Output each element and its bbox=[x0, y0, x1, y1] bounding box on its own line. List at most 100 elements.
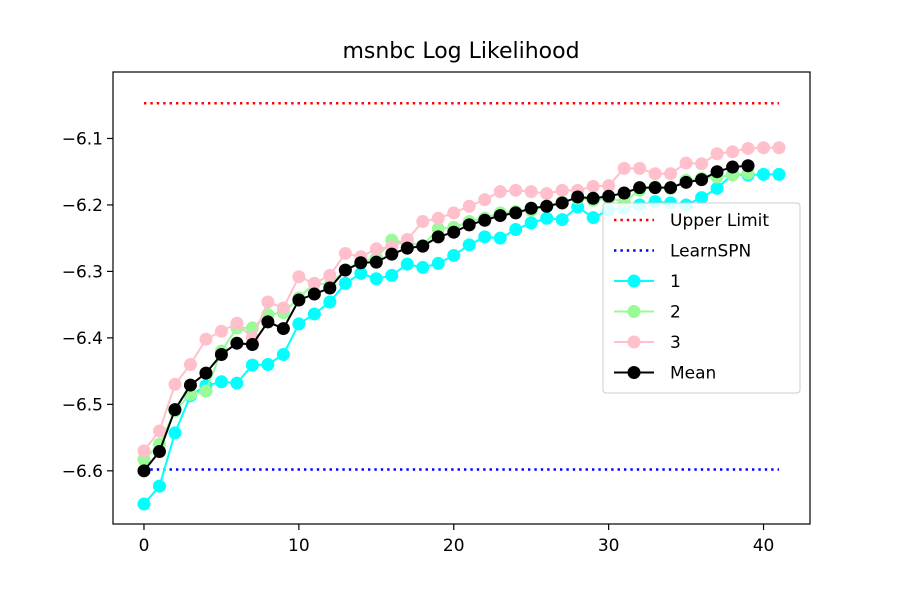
data-point bbox=[757, 167, 771, 181]
data-point bbox=[152, 424, 166, 438]
data-point bbox=[168, 403, 182, 417]
data-point bbox=[586, 211, 600, 225]
data-point bbox=[555, 213, 569, 227]
data-point bbox=[431, 211, 445, 225]
y-tick-label: −6.6 bbox=[62, 462, 103, 482]
x-axis: 0 10 20 30 40 bbox=[139, 524, 774, 556]
data-point bbox=[183, 357, 197, 371]
data-point bbox=[695, 191, 709, 205]
data-point bbox=[261, 295, 275, 309]
legend-marker bbox=[627, 335, 641, 349]
data-point bbox=[137, 497, 151, 511]
data-point bbox=[369, 255, 383, 269]
data-point bbox=[199, 366, 213, 380]
data-point bbox=[741, 159, 755, 173]
data-point bbox=[354, 266, 368, 280]
data-point bbox=[183, 378, 197, 392]
data-point bbox=[230, 316, 244, 330]
data-point bbox=[695, 157, 709, 171]
data-point bbox=[323, 281, 337, 295]
data-point bbox=[292, 270, 306, 284]
data-point bbox=[338, 276, 352, 290]
data-point bbox=[493, 185, 507, 199]
data-point bbox=[726, 160, 740, 174]
data-point bbox=[230, 336, 244, 350]
data-point bbox=[354, 256, 368, 270]
data-point bbox=[199, 384, 213, 398]
data-point bbox=[710, 181, 724, 195]
legend: Upper Limit LearnSPN 1 2 3 Mean bbox=[602, 202, 801, 394]
data-point bbox=[338, 263, 352, 277]
y-tick-label: −6.5 bbox=[62, 395, 103, 415]
data-point bbox=[385, 247, 399, 261]
x-tick-label: 0 bbox=[139, 536, 150, 556]
legend-marker bbox=[627, 366, 641, 379]
legend-item-mean: Mean bbox=[614, 364, 716, 384]
data-point bbox=[710, 147, 724, 161]
data-point bbox=[493, 231, 507, 245]
data-point bbox=[462, 218, 476, 232]
data-point bbox=[555, 196, 569, 210]
data-point bbox=[137, 444, 151, 458]
y-tick-label: −6.3 bbox=[62, 262, 103, 282]
data-point bbox=[400, 257, 414, 271]
data-point bbox=[772, 141, 786, 155]
data-point bbox=[478, 193, 492, 207]
data-point bbox=[695, 173, 709, 187]
x-tick-label: 20 bbox=[443, 536, 465, 556]
data-point bbox=[509, 183, 523, 197]
series-line bbox=[143, 164, 749, 472]
data-point bbox=[369, 242, 383, 256]
data-point bbox=[540, 199, 554, 213]
data-point bbox=[493, 209, 507, 223]
series-3 bbox=[137, 141, 786, 458]
legend-box bbox=[602, 202, 801, 394]
data-point bbox=[137, 464, 151, 478]
chart-title: msnbc Log Likelihood bbox=[342, 39, 579, 64]
legend-item-2: 2 bbox=[614, 303, 681, 323]
data-point bbox=[633, 181, 647, 195]
data-point bbox=[276, 322, 290, 336]
data-point bbox=[524, 185, 538, 199]
data-point bbox=[214, 375, 228, 389]
data-point bbox=[152, 479, 166, 493]
data-point bbox=[772, 167, 786, 181]
y-tick-label: −6.4 bbox=[62, 329, 103, 349]
data-point bbox=[245, 358, 259, 372]
data-point bbox=[323, 268, 337, 282]
data-point bbox=[385, 268, 399, 282]
data-point bbox=[168, 377, 182, 391]
data-point bbox=[679, 175, 693, 189]
legend-label: 1 bbox=[670, 272, 681, 292]
data-point bbox=[617, 161, 631, 175]
data-point bbox=[431, 256, 445, 270]
y-axis: −6.6 −6.5 −6.4 −6.3 −6.2 −6.1 bbox=[62, 129, 113, 482]
data-point bbox=[602, 189, 616, 203]
legend-label: Upper Limit bbox=[670, 211, 769, 231]
data-point bbox=[679, 156, 693, 170]
data-point bbox=[230, 376, 244, 390]
x-tick-label: 10 bbox=[288, 536, 310, 556]
legend-label: Mean bbox=[670, 364, 716, 384]
data-point bbox=[524, 216, 538, 230]
data-point bbox=[307, 287, 321, 301]
legend-item-upper-limit: Upper Limit bbox=[614, 211, 769, 231]
data-point bbox=[540, 211, 554, 225]
data-point bbox=[462, 199, 476, 213]
data-point bbox=[152, 445, 166, 459]
data-point bbox=[214, 348, 228, 361]
data-point bbox=[447, 248, 461, 262]
data-point bbox=[664, 181, 678, 195]
y-tick-label: −6.1 bbox=[62, 129, 103, 149]
plot-frame bbox=[112, 71, 811, 525]
data-point bbox=[261, 357, 275, 371]
data-point bbox=[323, 295, 337, 309]
data-point bbox=[602, 179, 616, 193]
data-point bbox=[555, 183, 569, 197]
data-point bbox=[524, 201, 538, 215]
data-point bbox=[214, 324, 228, 338]
data-point bbox=[416, 215, 430, 229]
data-point bbox=[245, 338, 259, 352]
data-point bbox=[509, 223, 523, 237]
legend-item-1: 1 bbox=[614, 272, 681, 292]
